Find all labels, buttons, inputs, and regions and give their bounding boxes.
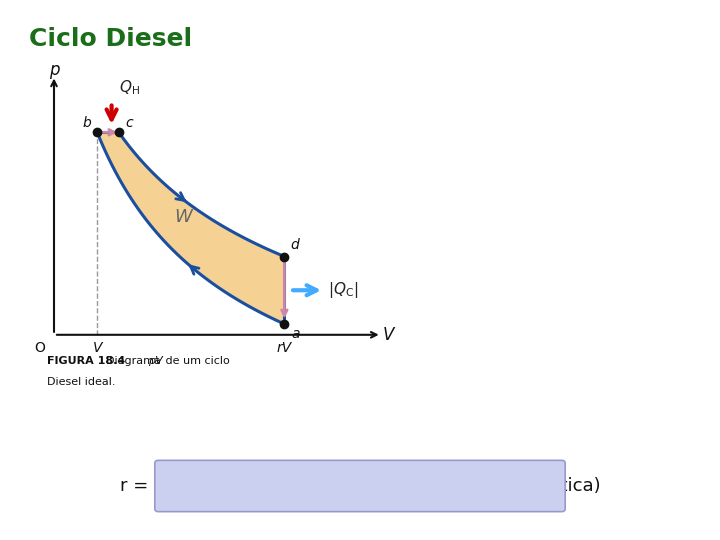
Text: FIGURA 18.4: FIGURA 18.4: [47, 356, 125, 367]
Text: Diesel ideal.: Diesel ideal.: [47, 377, 115, 387]
Text: rV: rV: [276, 341, 292, 355]
Text: de um ciclo: de um ciclo: [162, 356, 230, 367]
Text: Diagrama: Diagrama: [106, 356, 164, 367]
Text: r = ~15, 20; γ = 1,4 => e ~70% (< 52 % na prática): r = ~15, 20; γ = 1,4 => e ~70% (< 52 % n…: [120, 477, 600, 495]
Polygon shape: [97, 132, 284, 324]
Text: W: W: [175, 208, 192, 226]
Text: $|Q_\mathrm{C}|$: $|Q_\mathrm{C}|$: [328, 280, 359, 300]
Text: a: a: [291, 327, 300, 341]
Text: V: V: [92, 341, 102, 355]
Text: c: c: [126, 116, 133, 130]
Text: $Q_\mathrm{H}$: $Q_\mathrm{H}$: [119, 78, 140, 97]
Text: d: d: [291, 238, 300, 252]
Text: Ciclo Diesel: Ciclo Diesel: [29, 27, 192, 51]
Text: pV: pV: [148, 356, 162, 367]
Text: p: p: [49, 61, 59, 79]
Text: O: O: [34, 341, 45, 355]
Text: b: b: [82, 116, 91, 130]
Text: V: V: [383, 326, 395, 344]
